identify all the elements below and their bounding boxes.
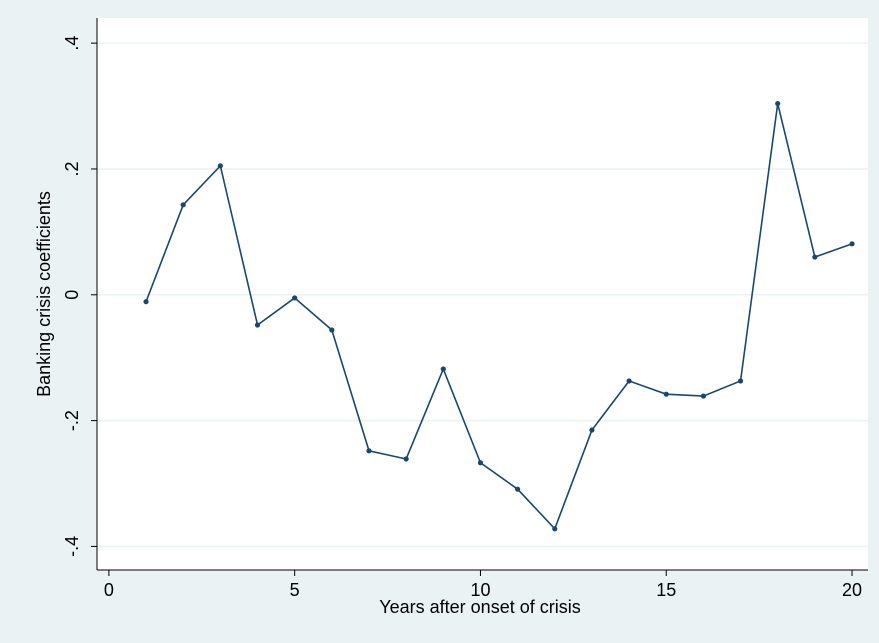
y-tick-label: -.4 — [62, 536, 82, 557]
y-tick-label: -.2 — [62, 410, 82, 431]
data-point — [663, 391, 669, 397]
x-tick-label: 15 — [656, 580, 676, 600]
data-point — [440, 366, 446, 372]
x-axis-label: Years after onset of crisis — [379, 597, 580, 617]
data-point — [143, 299, 149, 305]
data-point — [329, 327, 335, 333]
data-point — [626, 378, 632, 384]
x-tick-label: 10 — [470, 580, 490, 600]
y-tick-label: .2 — [62, 161, 82, 176]
y-tick-label: .4 — [62, 36, 82, 51]
data-point — [589, 427, 595, 433]
data-point — [552, 526, 558, 532]
data-point — [403, 456, 409, 462]
data-point — [737, 378, 744, 384]
data-point — [292, 295, 298, 301]
data-line — [145, 103, 853, 531]
data-point — [477, 460, 484, 466]
y-axis-label: Banking crisis coefficients — [34, 191, 54, 397]
x-tick-label: 5 — [290, 580, 300, 600]
data-point — [366, 448, 372, 454]
x-tick-label: 0 — [104, 580, 114, 600]
data-point — [849, 241, 855, 247]
data-point — [812, 254, 818, 260]
data-point — [515, 486, 521, 492]
plot-area — [97, 18, 868, 570]
data-point — [775, 100, 781, 107]
data-point — [700, 393, 706, 399]
data-point — [180, 202, 186, 208]
y-tick-label: 0 — [62, 290, 82, 300]
data-point — [217, 163, 223, 169]
data-point — [254, 322, 261, 328]
x-tick-label: 20 — [842, 580, 862, 600]
